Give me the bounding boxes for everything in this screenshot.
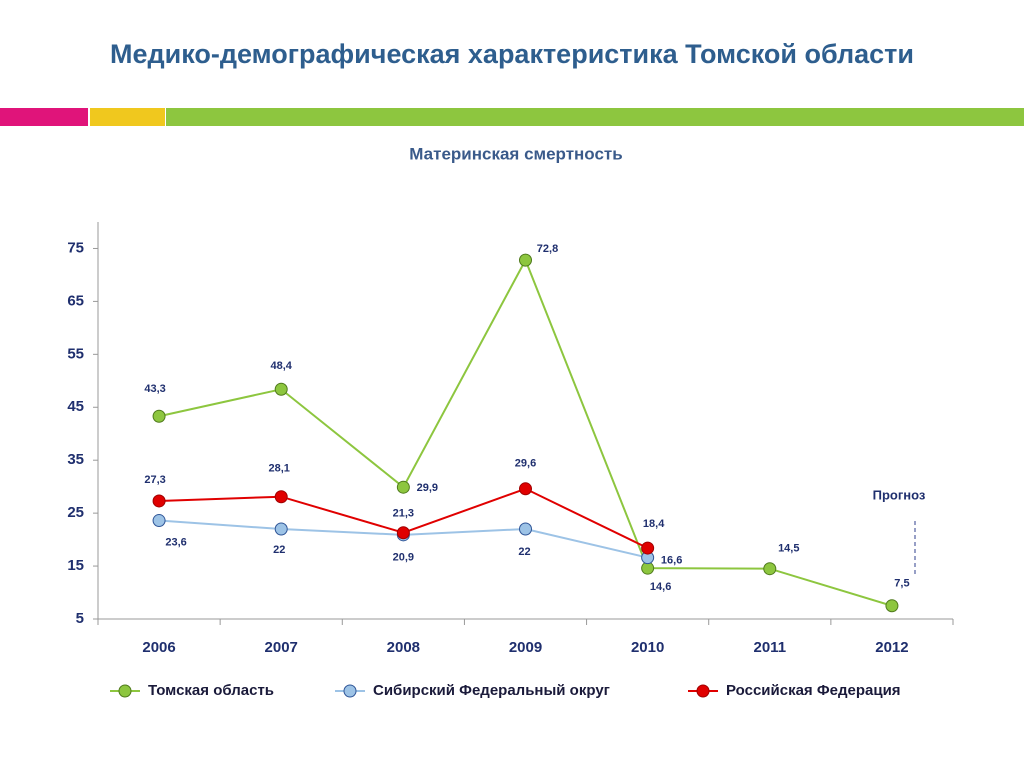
accent-bar <box>166 108 1024 126</box>
legend-marker <box>118 684 132 698</box>
x-tick-label: 2008 <box>387 639 420 656</box>
y-tick-label: 45 <box>67 398 84 415</box>
legend-marker <box>696 684 710 698</box>
y-tick-label: 35 <box>67 451 84 468</box>
legend-marker <box>343 684 357 698</box>
legend-label: Сибирский Федеральный округ <box>373 682 610 699</box>
chart-subtitle: Материнская смертность <box>409 144 622 163</box>
data-label: 27,3 <box>144 474 165 486</box>
marker <box>274 490 288 504</box>
data-label: 20,9 <box>393 552 414 564</box>
accent-bar <box>0 108 88 126</box>
legend-label: Российская Федерация <box>726 682 901 699</box>
data-label: 23,6 <box>165 536 186 548</box>
y-tick-label: 25 <box>67 504 84 521</box>
marker <box>641 541 655 555</box>
data-label: 22 <box>518 546 530 558</box>
y-tick-label: 75 <box>67 239 84 256</box>
marker <box>519 522 532 536</box>
marker <box>152 514 166 528</box>
y-tick-label: 65 <box>67 292 84 309</box>
legend-label: Томская область <box>148 682 274 699</box>
data-label: 21,3 <box>393 508 414 520</box>
data-label: 29,6 <box>515 458 536 470</box>
annotation: Прогноз <box>873 487 926 502</box>
marker <box>885 599 899 613</box>
y-tick-label: 5 <box>76 610 84 627</box>
x-tick-label: 2006 <box>142 639 175 656</box>
marker <box>519 253 532 267</box>
x-tick-label: 2007 <box>265 639 298 656</box>
data-label: 29,9 <box>417 482 438 494</box>
data-label: 14,5 <box>778 543 799 555</box>
x-tick-label: 2009 <box>509 639 542 656</box>
data-label: 16,6 <box>661 555 682 567</box>
x-tick-label: 2012 <box>875 639 908 656</box>
x-tick-label: 2010 <box>631 639 664 656</box>
y-tick-label: 55 <box>67 345 84 362</box>
data-label: 48,4 <box>271 360 293 372</box>
marker <box>274 382 288 396</box>
data-label: 7,5 <box>894 578 909 590</box>
data-label: 14,6 <box>650 581 671 593</box>
marker <box>519 482 532 496</box>
marker <box>152 409 166 423</box>
marker <box>763 562 777 576</box>
y-tick-label: 15 <box>67 557 84 574</box>
marker <box>152 494 166 508</box>
data-label: 28,1 <box>269 463 290 475</box>
data-label: 18,4 <box>643 518 665 530</box>
accent-bar <box>90 108 165 126</box>
marker <box>396 480 410 494</box>
slide-title: Медико-демографическая характеристика То… <box>110 39 914 69</box>
marker <box>274 522 288 536</box>
data-label: 72,8 <box>537 243 558 255</box>
marker <box>396 526 410 540</box>
x-tick-label: 2011 <box>754 639 787 656</box>
data-label: 22 <box>273 544 285 556</box>
data-label: 43,3 <box>144 383 165 395</box>
